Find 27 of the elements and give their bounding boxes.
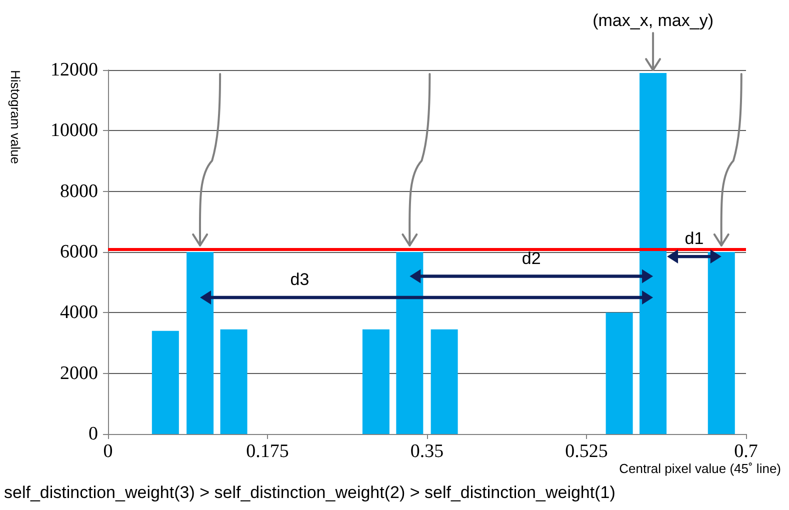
y-tick-label: 10000 — [50, 120, 98, 142]
bar — [640, 73, 667, 434]
text: self_distinction_weight(3) > self_distinction_weight(2) > self_distinction_weight(1) — [4, 483, 616, 502]
bar — [152, 330, 179, 434]
annotation: d1 — [684, 229, 704, 248]
bar — [396, 252, 424, 434]
x-tick-label: 0.7 — [734, 441, 758, 462]
y-tick-label: 2000 — [60, 362, 98, 384]
y-tick-label: 12000 — [50, 60, 98, 80]
annotation: d3 — [290, 270, 310, 289]
x-tick-label: 0.175 — [246, 441, 289, 462]
y-tick-label: 8000 — [60, 180, 98, 202]
bar — [186, 252, 214, 434]
bar — [430, 329, 458, 434]
y-tick-label: 4000 — [60, 302, 98, 324]
bar — [220, 329, 248, 434]
annotation: (max_x, max_y) — [592, 11, 714, 30]
y-axis-title: Histogram value — [8, 70, 23, 164]
x-axis-title: Central pixel value (45˚ line) — [619, 461, 782, 476]
y-tick-label: 6000 — [60, 242, 98, 262]
x-tick-label: 0.35 — [410, 441, 444, 462]
y-tick-label: 0 — [88, 424, 98, 444]
bar — [606, 312, 633, 434]
annotation: d2 — [522, 248, 541, 268]
x-tick-label: 0 — [103, 441, 113, 462]
x-tick-label: 0.525 — [565, 441, 608, 462]
bar — [362, 329, 390, 434]
